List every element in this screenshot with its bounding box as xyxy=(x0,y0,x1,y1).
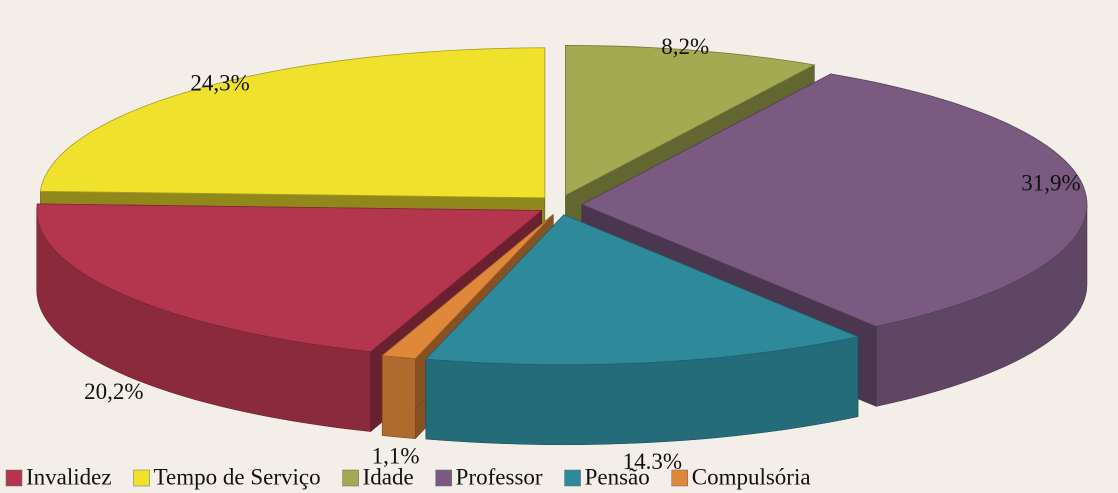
legend-swatch xyxy=(435,469,452,487)
slice xyxy=(581,73,1088,327)
legend-label: Invalidez xyxy=(26,464,112,489)
data-label: 8,2% xyxy=(661,34,709,59)
legend-label: Professor xyxy=(456,464,543,489)
legend-label: Compulsória xyxy=(692,464,811,489)
data-label: 1,1% xyxy=(372,443,420,468)
legend-swatch xyxy=(671,469,688,487)
legend: Invalidez Tempo de Serviço Idade Professor P… xyxy=(5,464,811,489)
slice xyxy=(36,203,543,353)
data-label: 24,3% xyxy=(190,70,249,95)
legend-label: Tempo de Serviço xyxy=(154,464,321,489)
slice-wall xyxy=(381,355,416,439)
data-label: 14.3% xyxy=(623,449,682,474)
legend-swatch xyxy=(133,469,150,487)
slice xyxy=(565,44,816,197)
legend-swatch xyxy=(5,469,23,487)
legend-swatch xyxy=(564,469,581,487)
data-label: 31,9% xyxy=(1021,170,1080,195)
pie xyxy=(36,44,1088,446)
data-label: 20,2% xyxy=(84,379,143,404)
legend-label: Pensão xyxy=(585,464,650,489)
legend-label: Idade xyxy=(363,464,414,489)
legend-swatch xyxy=(342,469,359,487)
slice xyxy=(425,214,860,366)
slice xyxy=(39,47,546,199)
slice xyxy=(381,214,554,360)
